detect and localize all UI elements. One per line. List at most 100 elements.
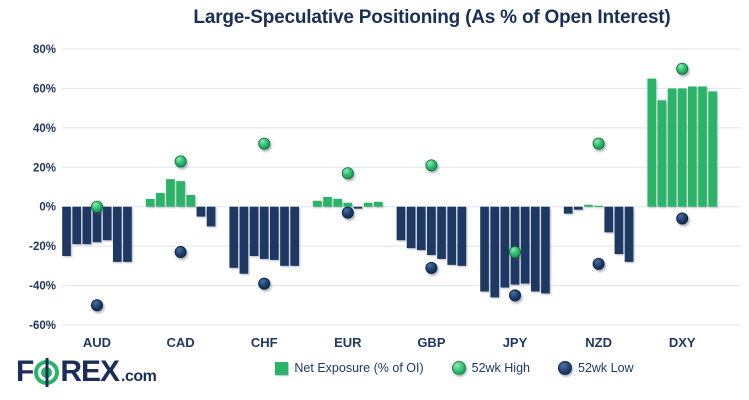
net-exposure-bar bbox=[480, 206, 489, 292]
net-exposure-bar bbox=[677, 88, 687, 207]
legend-item-52wk-high: 52wk High bbox=[451, 361, 530, 375]
52wk-low-dot bbox=[91, 299, 104, 312]
net-exposure-bar bbox=[112, 206, 122, 262]
net-exposure-bar bbox=[92, 206, 102, 243]
52wk-low-dot bbox=[676, 212, 689, 225]
net-exposure-bar bbox=[102, 206, 112, 241]
legend-label: 52wk High bbox=[471, 361, 530, 375]
category-group-GBP bbox=[396, 206, 467, 266]
y-axis-tick-label: -60% bbox=[29, 320, 56, 332]
net-exposure-bar bbox=[406, 206, 416, 249]
net-exposure-bar bbox=[530, 206, 540, 292]
net-exposure-bar bbox=[323, 196, 332, 207]
52wk-high-dot bbox=[425, 159, 438, 172]
net-exposure-bar bbox=[62, 206, 71, 256]
52wk-high-dot bbox=[676, 62, 689, 75]
net-exposure-bar bbox=[614, 206, 624, 255]
logo-rex-text: REX bbox=[60, 355, 120, 388]
net-exposure-bar bbox=[396, 206, 406, 241]
net-exposure-bar bbox=[229, 206, 239, 268]
chart-legend: Net Exposure (% of OI) 52wk High 52wk Lo… bbox=[160, 361, 749, 375]
y-axis-tick-label: -40% bbox=[29, 281, 56, 293]
net-exposure-bar bbox=[166, 179, 175, 207]
forex-logo-o-icon bbox=[34, 357, 60, 387]
net-exposure-bar bbox=[333, 198, 342, 207]
legend-item-52wk-low: 52wk Low bbox=[558, 361, 634, 375]
category-group-DXY bbox=[647, 78, 717, 207]
net-exposure-bar bbox=[667, 88, 677, 207]
net-exposure-bar bbox=[72, 206, 82, 245]
category-group-AUD bbox=[62, 206, 132, 262]
net-exposure-bar bbox=[270, 206, 279, 260]
net-exposure-bar bbox=[290, 206, 299, 266]
net-exposure-bar bbox=[541, 206, 550, 294]
net-exposure-bar bbox=[176, 181, 185, 207]
net-exposure-bar bbox=[708, 91, 717, 207]
category-group-CHF bbox=[229, 206, 299, 274]
legend-label: Net Exposure (% of OI) bbox=[294, 361, 424, 375]
net-exposure-bar bbox=[280, 206, 289, 266]
net-exposure-bar bbox=[563, 206, 573, 214]
x-axis-label-DXY: DXY bbox=[669, 335, 696, 350]
net-exposure-bar bbox=[500, 206, 510, 288]
forex-logo: F REX .com bbox=[16, 355, 157, 388]
legend-label: 52wk Low bbox=[578, 361, 634, 375]
high-dot-icon bbox=[451, 361, 466, 375]
net-exposure-bar bbox=[490, 206, 500, 298]
net-exposure-bar bbox=[698, 86, 707, 207]
net-exposure-bar bbox=[249, 206, 259, 256]
net-exposure-bar bbox=[353, 206, 363, 209]
52wk-low-dot bbox=[425, 261, 438, 274]
x-axis-label-CAD: CAD bbox=[167, 335, 195, 350]
net-exposure-bar bbox=[82, 206, 92, 245]
net-exposure-bar bbox=[647, 78, 657, 207]
x-axis-label-AUD: AUD bbox=[83, 335, 111, 350]
logo-slash-icon bbox=[45, 357, 49, 387]
chart-title: Large-Speculative Positioning (As % of O… bbox=[193, 7, 671, 28]
52wk-low-dot bbox=[592, 257, 605, 270]
x-axis-label-NZD: NZD bbox=[585, 335, 612, 350]
x-axis-label-CHF: CHF bbox=[251, 335, 278, 350]
52wk-high-dot bbox=[91, 200, 104, 213]
category-group-CAD bbox=[145, 179, 216, 227]
52wk-high-dot bbox=[258, 137, 271, 150]
logo-com-text: .com bbox=[121, 368, 157, 385]
net-exposure-bar bbox=[457, 206, 467, 266]
net-exposure-bar bbox=[259, 206, 269, 259]
net-exposure-bar bbox=[427, 206, 436, 256]
legend-item-net-exposure: Net Exposure (% of OI) bbox=[275, 361, 424, 375]
category-group-NZD bbox=[563, 204, 634, 262]
net-exposure-bar bbox=[510, 206, 520, 285]
net-exposure-bar bbox=[196, 206, 206, 217]
category-group-EUR bbox=[313, 196, 383, 209]
52wk-high-dot bbox=[341, 167, 354, 180]
net-exposure-bar bbox=[363, 202, 373, 207]
52wk-low-dot bbox=[341, 206, 354, 219]
y-axis-tick-label: 20% bbox=[33, 162, 56, 174]
net-exposure-bar bbox=[155, 192, 165, 207]
net-exposure-swatch-icon bbox=[275, 361, 289, 375]
logo-f-text: F bbox=[16, 355, 34, 388]
52wk-high-dot bbox=[174, 155, 187, 168]
net-exposure-bar bbox=[657, 100, 667, 207]
net-exposure-bar bbox=[145, 198, 155, 207]
net-exposure-bar bbox=[123, 206, 132, 262]
low-dot-icon bbox=[558, 361, 572, 375]
52wk-low-dot bbox=[258, 277, 271, 290]
net-exposure-bar bbox=[447, 206, 457, 265]
category-group-JPY bbox=[480, 206, 550, 298]
x-axis-label-GBP: GBP bbox=[417, 335, 446, 350]
net-exposure-bar bbox=[573, 206, 583, 210]
52wk-low-dot bbox=[174, 246, 187, 259]
net-exposure-bar bbox=[416, 206, 426, 251]
y-axis-tick-label: 40% bbox=[33, 123, 56, 135]
net-exposure-bar bbox=[239, 206, 249, 274]
net-exposure-bar bbox=[688, 86, 697, 207]
y-axis-tick-label: 80% bbox=[33, 44, 56, 56]
52wk-low-dot bbox=[508, 289, 521, 302]
net-exposure-bar bbox=[206, 206, 216, 227]
y-axis-tick-label: -20% bbox=[29, 241, 56, 253]
52wk-high-dot bbox=[508, 246, 521, 259]
